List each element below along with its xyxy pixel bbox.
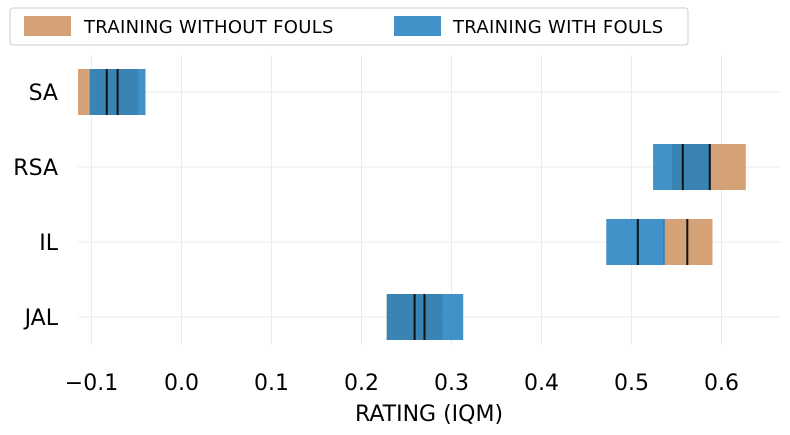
x-axis-label: RATING (IQM)	[355, 402, 503, 427]
y-tick-label: RSA	[13, 156, 58, 181]
x-tick-label: 0.1	[254, 371, 289, 396]
interval-bar	[606, 219, 665, 265]
y-tick-label: JAL	[23, 306, 59, 331]
x-tick-label: −0.1	[65, 371, 118, 396]
y-tick-label: IL	[39, 231, 58, 256]
legend-frame	[9, 7, 689, 46]
x-tick-label: 0.3	[434, 371, 469, 396]
legend: TRAINING WITHOUT FOULS TRAINING WITH FOU…	[9, 7, 689, 46]
y-tick-labels: SA RSA IL JAL	[13, 81, 58, 331]
x-tick-label: 0.4	[524, 371, 559, 396]
legend-swatch-without-fouls	[24, 16, 71, 36]
legend-label-with-fouls: TRAINING WITH FOULS	[452, 17, 664, 38]
iqm-markers	[105, 69, 711, 340]
x-tick-label: 0.5	[614, 371, 649, 396]
legend-label-without-fouls: TRAINING WITHOUT FOULS	[83, 17, 334, 38]
legend-swatch-with-fouls	[394, 16, 441, 36]
x-tick-labels: −0.1 0.0 0.1 0.2 0.3 0.4 0.5 0.6	[65, 371, 739, 396]
interval-bar	[653, 144, 710, 190]
intervals	[78, 69, 746, 340]
x-tick-label: 0.2	[344, 371, 379, 396]
x-tick-label: 0.0	[164, 371, 199, 396]
x-tick-label: 0.6	[704, 371, 739, 396]
y-tick-label: SA	[29, 81, 58, 106]
